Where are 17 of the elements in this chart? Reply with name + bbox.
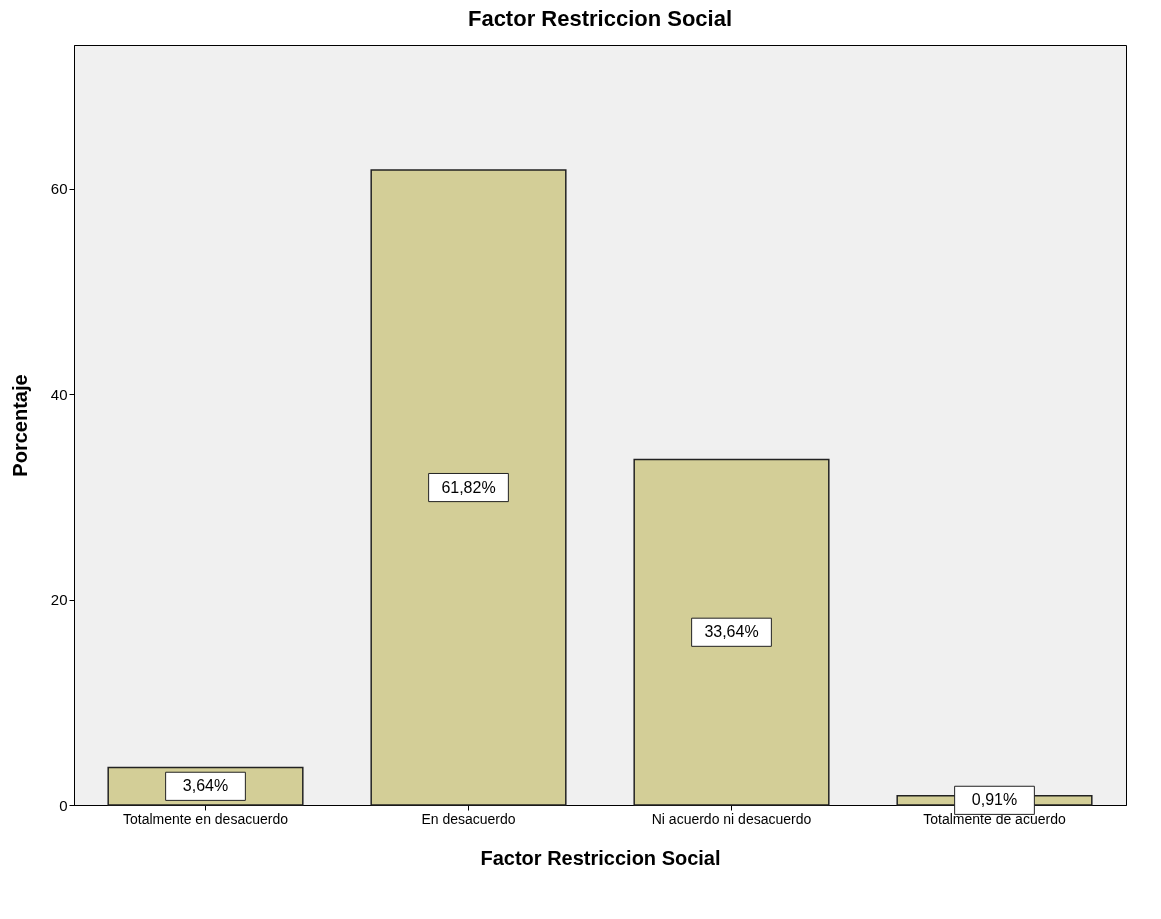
x-tick-label: Totalmente de acuerdo bbox=[923, 810, 1066, 827]
data-label: 61,82% bbox=[441, 478, 496, 496]
x-tick-label: Totalmente en desacuerdo bbox=[123, 810, 289, 827]
bar bbox=[370, 169, 567, 806]
y-tick-label: 20 bbox=[50, 591, 68, 609]
y-tick-label: 0 bbox=[59, 796, 68, 814]
x-tick-label: Ni acuerdo ni desacuerdo bbox=[651, 810, 812, 827]
data-label: 33,64% bbox=[704, 623, 759, 641]
data-label: 3,64% bbox=[182, 777, 229, 795]
y-axis-title: Porcentaje bbox=[8, 374, 31, 477]
chart-title: Factor Restriccion Social bbox=[467, 6, 733, 31]
y-tick-label: 60 bbox=[50, 180, 68, 198]
x-tick-label: En desacuerdo bbox=[421, 810, 516, 827]
data-label: 0,91% bbox=[971, 791, 1018, 809]
bar bbox=[633, 458, 830, 806]
y-tick-label: 40 bbox=[50, 385, 68, 403]
x-axis-title: Factor Restriccion Social bbox=[480, 846, 721, 869]
